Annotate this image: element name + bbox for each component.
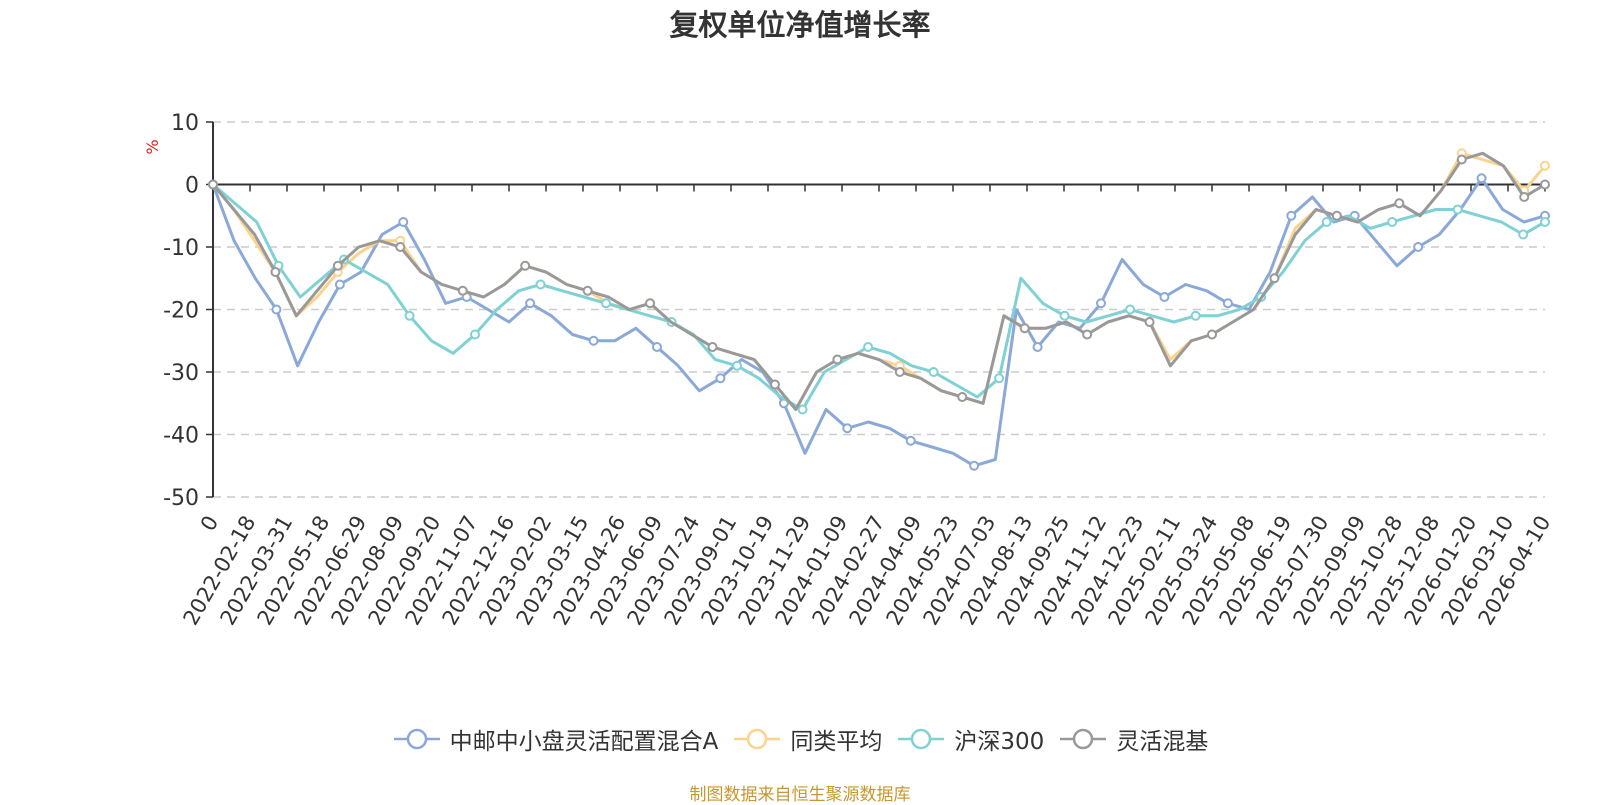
series-point (1207, 329, 1217, 340)
series-point (645, 298, 656, 309)
series-point (1032, 342, 1043, 352)
series-point (1518, 229, 1529, 240)
series-point (1019, 323, 1030, 334)
y-tick-label: -10 (163, 236, 199, 261)
legend-swatch-icon (734, 728, 781, 750)
series-line (211, 176, 1546, 468)
series-point (707, 342, 718, 352)
series-point (457, 285, 468, 296)
y-tick-label: -20 (163, 299, 199, 324)
series-point (769, 379, 780, 390)
series-point (398, 217, 409, 227)
series-point (525, 298, 536, 309)
legend-item[interactable]: 同类平均 (732, 722, 882, 756)
series-point (1059, 310, 1070, 321)
series-point (842, 423, 853, 434)
series-point (271, 304, 282, 315)
legend-label: 同类平均 (790, 729, 883, 755)
series-line (211, 151, 1546, 411)
y-tick-label: 0 (185, 174, 199, 199)
series-point (832, 354, 843, 365)
series-point (1387, 217, 1398, 227)
series-point (715, 373, 726, 384)
series-point (1286, 210, 1297, 221)
line-chart: 100-10-20-30-40-50%02022-02-182022-03-31… (143, 111, 1555, 629)
series-point (1476, 173, 1487, 184)
series-point (1269, 273, 1280, 284)
series-point (732, 360, 743, 371)
series-point (332, 260, 343, 271)
series-point (1222, 298, 1233, 309)
legend-label: 沪深300 (954, 729, 1045, 755)
series-point (208, 179, 218, 190)
series-point (1456, 154, 1467, 165)
series-point (797, 404, 808, 415)
series-point (1331, 210, 1342, 221)
series-point (404, 310, 415, 321)
series-point (1540, 217, 1550, 227)
series-point (1519, 192, 1530, 202)
series-point (470, 329, 481, 340)
y-tick-label: -50 (163, 486, 199, 511)
series-point (1394, 198, 1405, 209)
series-point (1096, 298, 1106, 309)
legend-item[interactable]: 灵活混基 (1058, 722, 1208, 756)
series-line (211, 151, 1547, 411)
series-point (652, 342, 662, 352)
series-point (994, 373, 1005, 384)
legend-label: 中邮中小盘灵活配置混合A (449, 729, 719, 755)
series-point (1159, 292, 1170, 302)
x-tick-label: 0 (196, 512, 223, 536)
series-point (957, 392, 968, 402)
series-point (270, 267, 281, 277)
series-point (582, 285, 593, 296)
y-tick-label: -30 (163, 361, 199, 386)
legend-label: 灵活混基 (1116, 729, 1209, 755)
y-tick-label: -40 (163, 424, 199, 449)
series-point (334, 279, 345, 290)
series-point (928, 367, 939, 377)
series-point (863, 342, 874, 352)
series-point (1540, 160, 1550, 171)
series-point (520, 260, 531, 271)
legend-swatch-icon (393, 728, 440, 750)
y-tick-label: 10 (171, 111, 199, 136)
series-point (905, 435, 916, 446)
series-point (588, 335, 599, 346)
legend-item[interactable]: 沪深300 (896, 722, 1044, 756)
legend-item[interactable]: 中邮中小盘灵活配置混合A (392, 722, 719, 756)
series-point (1190, 310, 1201, 321)
series-point (894, 367, 905, 377)
series-point (1413, 242, 1424, 252)
y-axis-title: % (143, 139, 162, 154)
series-point (1125, 304, 1136, 315)
series-point (1144, 317, 1155, 327)
legend-swatch-icon (1060, 728, 1107, 750)
series-point (1452, 204, 1463, 215)
series-point (535, 279, 546, 290)
legend-swatch-icon (898, 728, 945, 750)
chart-title: 复权单位净值增长率 (669, 8, 931, 42)
legend: 中邮中小盘灵活配置混合A 同类平均 沪深300 灵活混基 (0, 722, 1600, 756)
series-point (395, 242, 406, 252)
series-point (1540, 179, 1550, 190)
series-point (1321, 217, 1332, 227)
series-point (1082, 329, 1093, 340)
source-note: 制图数据来自恒生聚源数据库 (689, 785, 911, 805)
series-point (969, 460, 980, 471)
series-point (601, 298, 612, 309)
